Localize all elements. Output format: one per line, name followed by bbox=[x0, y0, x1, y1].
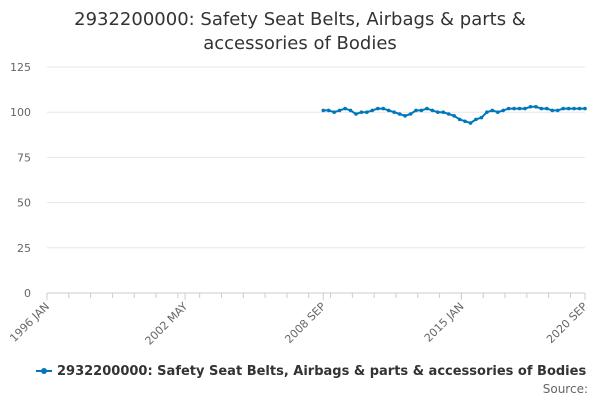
data-point bbox=[474, 117, 478, 122]
data-point bbox=[485, 110, 489, 114]
data-point bbox=[457, 117, 462, 122]
data-point bbox=[425, 106, 429, 111]
y-axis-tick-labels: 0 25 50 75 100 125 bbox=[10, 61, 31, 300]
y-tick-label: 100 bbox=[10, 106, 31, 119]
data-point bbox=[446, 112, 451, 116]
data-point bbox=[414, 108, 418, 113]
data-point bbox=[441, 110, 446, 114]
x-axis: 1996 JAN 2002 MAY 2008 SEP 2015 JAN 2020 SEP bbox=[7, 292, 590, 348]
data-point bbox=[386, 108, 391, 113]
data-point bbox=[555, 108, 560, 113]
legend-series-label: 2932200000: Safety Seat Belts, Airbags &… bbox=[57, 364, 587, 379]
data-point bbox=[528, 104, 533, 109]
data-point bbox=[523, 106, 527, 111]
grid-lines bbox=[47, 66, 585, 249]
data-point bbox=[408, 112, 413, 116]
data-point bbox=[397, 112, 402, 116]
data-point bbox=[452, 114, 456, 118]
data-point bbox=[337, 108, 342, 113]
chart-title: 2932200000: Safety Seat Belts, Airbags &… bbox=[0, 8, 600, 56]
data-point bbox=[419, 108, 424, 113]
data-point bbox=[392, 110, 396, 114]
source-label: Source: bbox=[542, 382, 588, 396]
legend-series-swatch bbox=[36, 367, 52, 374]
data-point bbox=[365, 110, 369, 114]
data-point bbox=[490, 108, 495, 113]
plot-area bbox=[321, 104, 587, 125]
data-point bbox=[321, 108, 326, 113]
x-tick-label: 2020 SEP bbox=[544, 300, 590, 346]
x-tick-label: 2002 MAY bbox=[143, 300, 191, 348]
data-point bbox=[534, 104, 538, 109]
y-tick-label: 25 bbox=[17, 242, 31, 255]
data-point bbox=[381, 106, 386, 111]
data-point bbox=[501, 108, 506, 113]
data-point bbox=[561, 106, 565, 111]
data-point bbox=[468, 121, 473, 125]
data-point bbox=[354, 112, 358, 116]
data-point bbox=[343, 106, 347, 111]
data-point bbox=[583, 106, 587, 111]
chart-title-line-1: 2932200000: Safety Seat Belts, Airbags &… bbox=[74, 9, 526, 30]
data-point bbox=[332, 110, 336, 114]
data-point bbox=[539, 106, 544, 111]
data-point bbox=[370, 108, 375, 113]
data-point bbox=[566, 106, 571, 111]
data-point bbox=[463, 119, 467, 124]
legend[interactable]: 2932200000: Safety Seat Belts, Airbags &… bbox=[36, 364, 596, 379]
x-tick-label: 2008 SEP bbox=[282, 300, 328, 346]
data-point bbox=[506, 106, 511, 111]
x-tick-label: 2015 JAN bbox=[422, 300, 467, 345]
y-tick-label: 75 bbox=[17, 151, 31, 164]
data-point bbox=[517, 106, 522, 111]
data-point bbox=[550, 108, 555, 113]
data-point bbox=[348, 108, 353, 113]
data-point bbox=[326, 108, 331, 113]
data-point bbox=[512, 106, 516, 111]
data-point bbox=[479, 115, 484, 120]
data-point bbox=[495, 110, 500, 114]
data-point bbox=[403, 114, 407, 118]
x-tick-label: 1996 JAN bbox=[7, 300, 52, 345]
y-tick-label: 125 bbox=[10, 61, 31, 74]
data-point bbox=[430, 108, 435, 113]
chart-title-line-2: accessories of Bodies bbox=[203, 33, 397, 54]
data-point bbox=[375, 106, 380, 111]
data-point bbox=[545, 106, 549, 111]
data-point bbox=[572, 106, 576, 111]
y-tick-label: 50 bbox=[17, 197, 31, 210]
data-point bbox=[577, 106, 582, 111]
data-point bbox=[359, 110, 364, 114]
y-tick-label: 0 bbox=[24, 287, 31, 300]
data-point bbox=[435, 110, 440, 114]
